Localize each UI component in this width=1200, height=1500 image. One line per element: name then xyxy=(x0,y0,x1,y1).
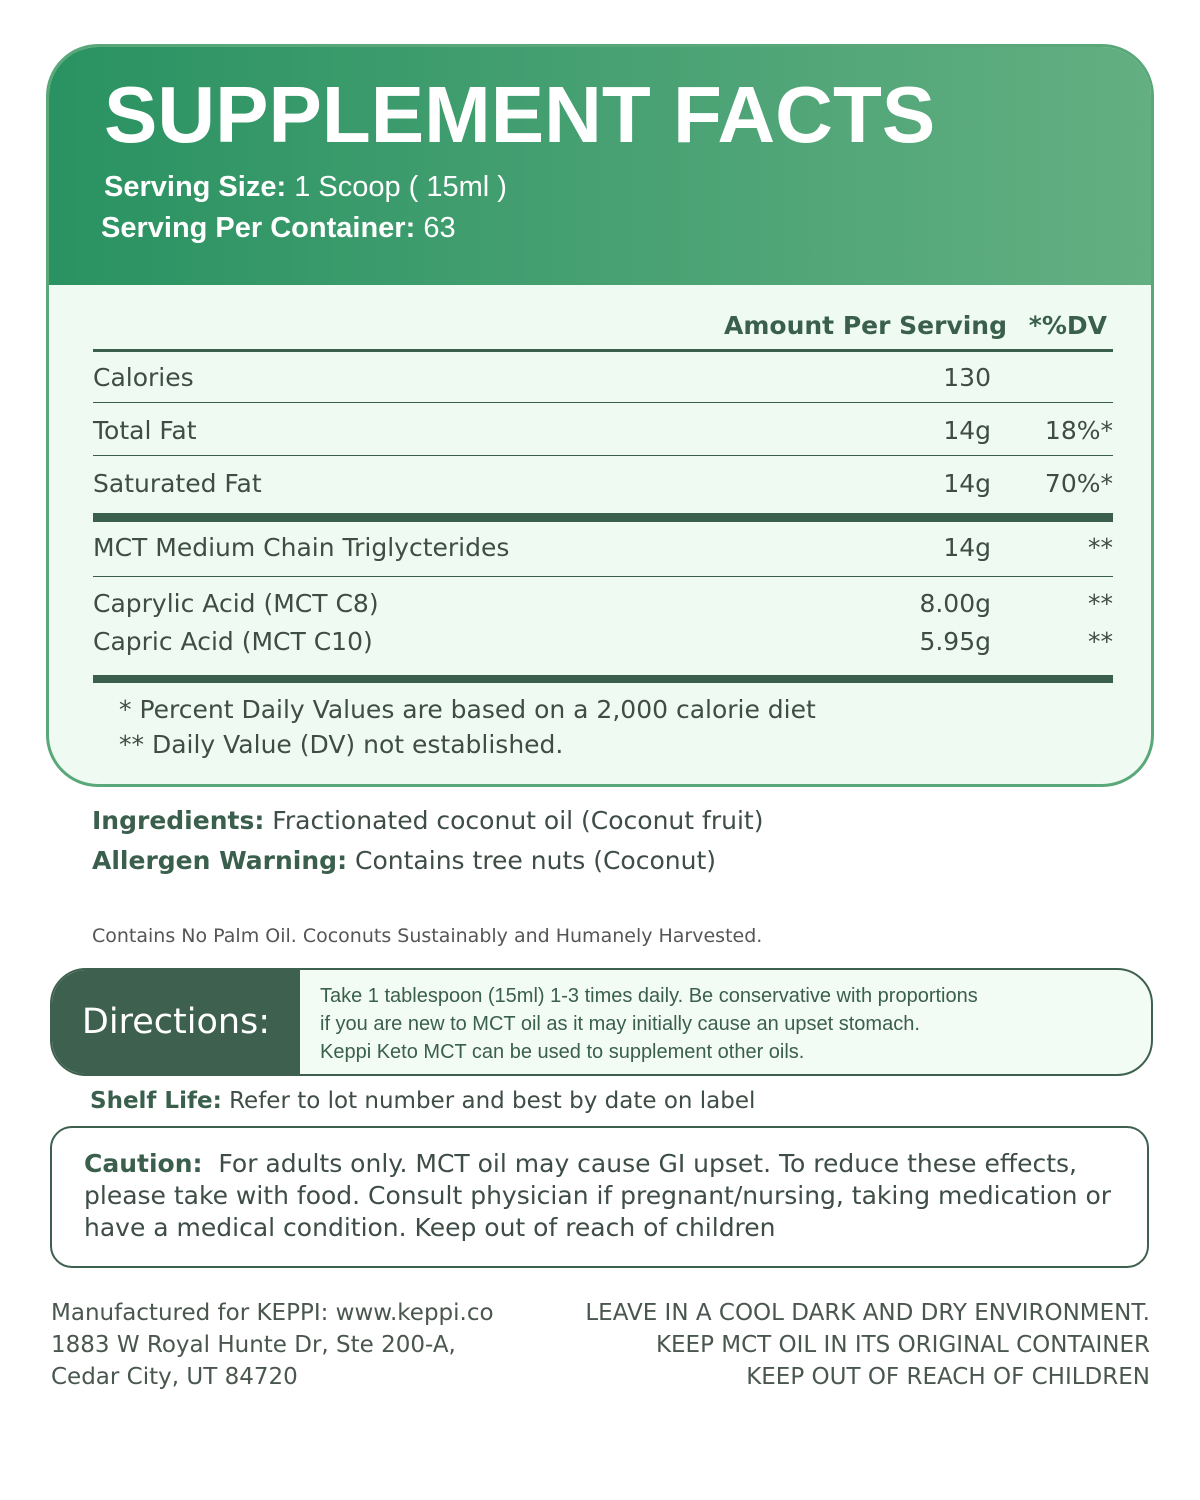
city-line: Cedar City, UT 84720 xyxy=(51,1364,298,1390)
divider xyxy=(93,576,1113,577)
directions-label: Directions: xyxy=(52,970,300,1074)
allergen-label: Allergen Warning: xyxy=(92,846,348,875)
servings-value: 63 xyxy=(423,212,456,244)
divider xyxy=(93,402,1113,403)
directions-box: Directions: Take 1 tablespoon (15ml) 1-3… xyxy=(50,968,1153,1076)
manufacturer-info: Manufactured for KEPPI: www.keppi.co 188… xyxy=(51,1297,494,1393)
servings-label: Serving Per Container: xyxy=(101,212,416,244)
servings-per-container: Serving Per Container: 63 xyxy=(101,212,456,245)
serving-size-value: 1 Scoop ( 15ml ) xyxy=(294,171,507,203)
shelf-life: Shelf Life: Refer to lot number and best… xyxy=(90,1088,755,1114)
divider xyxy=(93,349,1113,352)
nutrient-amount: 130 xyxy=(943,363,991,392)
nutrient-name: Capric Acid (MCT C10) xyxy=(93,627,373,656)
divider xyxy=(93,455,1113,456)
nutrient-name: Saturated Fat xyxy=(93,469,262,498)
ingredients: Ingredients: Fractionated coconut oil (C… xyxy=(92,806,763,835)
shelf-life-value: Refer to lot number and best by date on … xyxy=(229,1088,756,1114)
nutrient-dv: ** xyxy=(1088,589,1113,618)
nutrient-name: Total Fat xyxy=(93,416,197,445)
storage-line: KEEP OUT OF REACH OF CHILDREN xyxy=(746,1364,1150,1390)
thick-divider xyxy=(93,513,1113,522)
nutrient-dv: 70%* xyxy=(1044,469,1113,498)
storage-line: KEEP MCT OIL IN ITS ORIGINAL CONTAINER xyxy=(655,1332,1150,1358)
nutrient-amount: 14g xyxy=(943,533,991,562)
nutrient-amount: 14g xyxy=(943,416,991,445)
serving-size-label: Serving Size: xyxy=(104,171,287,203)
page-title: SUPPLEMENT FACTS xyxy=(104,70,936,159)
caution-box: Caution: For adults only. MCT oil may ca… xyxy=(50,1126,1149,1268)
nutrient-amount: 8.00g xyxy=(919,589,991,618)
directions-line: Take 1 tablespoon (15ml) 1-3 times daily… xyxy=(320,985,978,1007)
allergen-warning: Allergen Warning: Contains tree nuts (Co… xyxy=(92,846,716,875)
storage-info: LEAVE IN A COOL DARK AND DRY ENVIRONMENT… xyxy=(585,1297,1150,1393)
directions-line: Keppi Keto MCT can be used to supplement… xyxy=(320,1041,805,1063)
ingredients-label: Ingredients: xyxy=(92,806,265,835)
shelf-life-label: Shelf Life: xyxy=(90,1088,222,1114)
caution-label: Caution: xyxy=(84,1149,203,1178)
manufacturer-line: Manufactured for KEPPI: www.keppi.co xyxy=(51,1300,494,1326)
storage-line: LEAVE IN A COOL DARK AND DRY ENVIRONMENT… xyxy=(585,1300,1150,1326)
palm-oil-note: Contains No Palm Oil. Coconuts Sustainab… xyxy=(92,925,763,947)
nutrient-name: MCT Medium Chain Triglycterides xyxy=(93,533,510,562)
serving-size: Serving Size: 1 Scoop ( 15ml ) xyxy=(104,171,507,204)
nutrient-dv: 18%* xyxy=(1044,416,1113,445)
address-line: 1883 W Royal Hunte Dr, Ste 200-A, xyxy=(51,1332,456,1358)
nutrient-name: Caprylic Acid (MCT C8) xyxy=(93,589,379,618)
nutrient-dv: ** xyxy=(1088,533,1113,562)
supplement-facts-panel: SUPPLEMENT FACTS Serving Size: 1 Scoop (… xyxy=(46,44,1154,787)
caution-text: For adults only. MCT oil may cause GI up… xyxy=(84,1149,1112,1242)
thick-divider xyxy=(93,675,1113,683)
dv-header: *%DV xyxy=(1028,311,1107,340)
nutrient-amount: 14g xyxy=(943,469,991,498)
footnote: ** Daily Value (DV) not established. xyxy=(119,730,564,759)
directions-line: if you are new to MCT oil as it may init… xyxy=(320,1013,920,1035)
facts-header: SUPPLEMENT FACTS Serving Size: 1 Scoop (… xyxy=(49,47,1151,285)
allergen-value: Contains tree nuts (Coconut) xyxy=(355,846,717,875)
nutrient-dv: ** xyxy=(1088,627,1113,656)
nutrient-name: Calories xyxy=(93,363,194,392)
directions-text: Take 1 tablespoon (15ml) 1-3 times daily… xyxy=(320,982,978,1066)
footnote: * Percent Daily Values are based on a 2,… xyxy=(119,695,816,724)
nutrient-amount: 5.95g xyxy=(919,627,991,656)
amount-header: Amount Per Serving xyxy=(724,311,1007,340)
ingredients-value: Fractionated coconut oil (Coconut fruit) xyxy=(272,806,764,835)
